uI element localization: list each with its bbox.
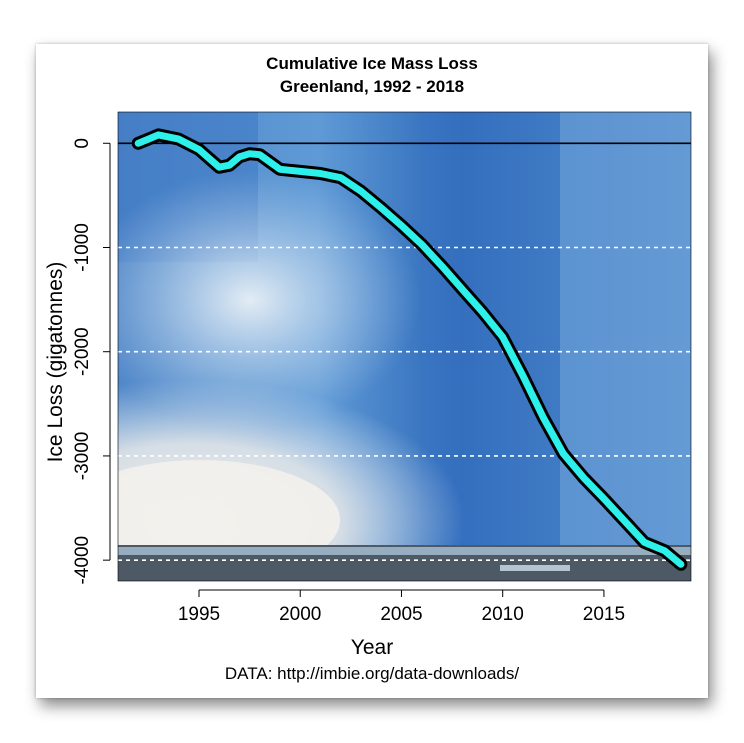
y-tick-label: -2000 [72, 327, 93, 376]
plot-frame [117, 111, 692, 582]
series-layer [131, 128, 688, 571]
chart-title: Cumulative Ice Mass Loss [266, 54, 478, 73]
x-tick-label: 2000 [279, 604, 321, 625]
y-tick-label: -3000 [72, 432, 93, 481]
y-tick-label: 0 [72, 138, 93, 149]
x-axis: 1995 2000 2005 2010 2015 [178, 589, 625, 625]
y-axis: 0 -1000 -2000 -3000 -4000 [72, 138, 111, 585]
x-tick-label: 2005 [380, 604, 422, 625]
y-tick-label: -1000 [72, 223, 93, 272]
x-tick-label: 1995 [178, 604, 220, 625]
data-source-caption: DATA: http://imbie.org/data-downloads/ [224, 664, 520, 683]
x-axis-label: Year [350, 636, 394, 659]
y-axis-label: Ice Loss (gigatonnes) [44, 261, 67, 463]
x-tick-label: 2010 [482, 604, 524, 625]
glacier-photo-background [118, 112, 691, 581]
y-tick-label: -4000 [72, 536, 93, 585]
chart-subtitle: Greenland, 1992 - 2018 [279, 77, 465, 96]
series-line [134, 131, 685, 568]
x-tick-label: 2015 [583, 604, 625, 625]
